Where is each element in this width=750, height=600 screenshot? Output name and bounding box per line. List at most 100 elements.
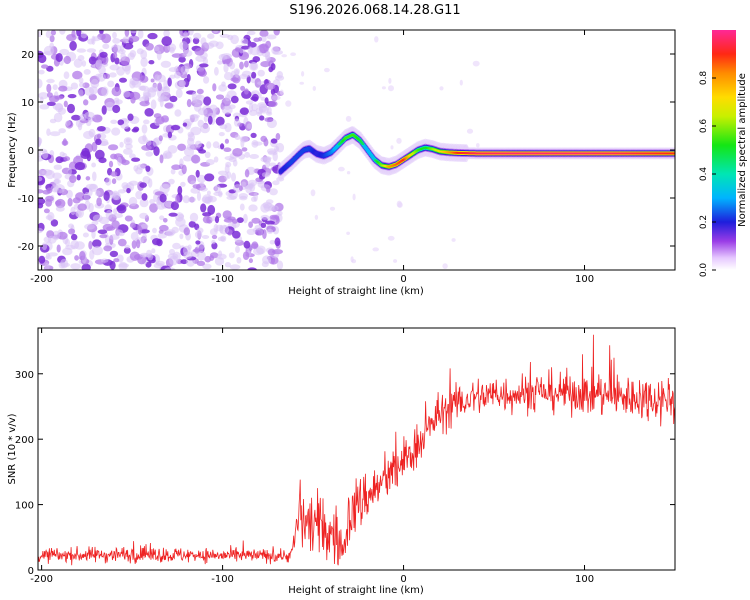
noise-blob <box>265 199 274 205</box>
noise-blob <box>204 151 211 158</box>
noise-blob <box>220 235 227 242</box>
noise-blob <box>55 206 65 212</box>
noise-blob <box>151 248 156 254</box>
noise-blob <box>41 169 53 176</box>
noise-blob <box>203 76 210 84</box>
noise-blob <box>85 183 97 190</box>
noise-blob <box>43 208 50 214</box>
noise-blob <box>49 35 55 43</box>
noise-blob <box>88 56 97 65</box>
noise-blob <box>116 66 125 76</box>
noise-blob <box>211 234 218 240</box>
noise-blob <box>179 233 184 240</box>
noise-blob <box>135 239 141 249</box>
noise-blob <box>91 162 96 168</box>
noise-blob <box>260 214 270 220</box>
noise-blob <box>85 176 91 181</box>
noise-blob <box>101 86 109 97</box>
noise-blob <box>83 69 91 75</box>
noise-blob <box>161 36 172 47</box>
noise-blob <box>110 119 118 125</box>
noise-blob <box>67 197 73 207</box>
noise-blob <box>159 193 167 203</box>
noise-blob <box>139 182 147 188</box>
noise-blob <box>46 78 55 84</box>
noise-blob <box>45 30 52 38</box>
noise-blob <box>146 139 152 146</box>
noise-blob <box>165 151 173 159</box>
noise-blob <box>196 174 206 183</box>
noise-blob <box>60 262 70 268</box>
spectrogram-x-label: Height of straight line (km) <box>288 286 424 297</box>
noise-blob <box>197 250 206 261</box>
noise-blob <box>243 213 248 224</box>
noise-blob <box>38 137 42 147</box>
noise-blob <box>251 71 257 79</box>
noise-blob <box>131 240 137 249</box>
snr-background <box>38 328 675 570</box>
noise-blob <box>170 124 181 131</box>
noise-blob <box>105 177 112 186</box>
noise-blob <box>439 86 444 91</box>
noise-blob <box>257 69 265 77</box>
noise-blob <box>206 141 212 149</box>
noise-blob <box>47 252 58 257</box>
noise-blob <box>88 240 93 250</box>
noise-blob <box>113 192 121 201</box>
noise-blob <box>89 249 95 260</box>
noise-blob <box>145 151 153 157</box>
noise-blob <box>97 126 106 132</box>
noise-blob <box>71 114 81 121</box>
noise-blob <box>45 255 52 260</box>
spectrogram-noise <box>38 30 480 270</box>
noise-blob <box>50 219 59 227</box>
noise-blob <box>262 255 272 265</box>
noise-blob <box>141 124 148 134</box>
noise-blob <box>111 127 121 136</box>
noise-blob <box>140 49 148 60</box>
noise-blob <box>179 41 189 51</box>
noise-blob <box>244 169 250 178</box>
noise-blob <box>215 41 224 50</box>
noise-blob <box>207 115 213 125</box>
noise-blob <box>47 235 57 244</box>
noise-blob <box>266 106 272 115</box>
noise-blob <box>228 252 235 259</box>
noise-blob <box>209 252 219 259</box>
noise-blob <box>195 240 201 245</box>
noise-blob <box>91 245 103 256</box>
noise-blob <box>390 145 394 150</box>
y-tick-label: 200 <box>15 435 34 446</box>
noise-blob <box>266 228 274 234</box>
noise-blob <box>279 89 284 95</box>
noise-blob <box>259 115 265 121</box>
noise-blob <box>277 210 283 216</box>
noise-blob <box>346 231 350 235</box>
noise-blob <box>86 48 97 53</box>
noise-blob <box>59 48 70 56</box>
noise-blob <box>103 245 113 252</box>
snr-frame <box>37 327 676 571</box>
noise-blob <box>44 262 50 270</box>
noise-blob <box>169 95 178 103</box>
noise-blob <box>114 57 120 65</box>
noise-blob <box>38 197 46 205</box>
noise-blob <box>239 73 248 80</box>
noise-blob <box>183 49 193 57</box>
noise-blob <box>103 191 110 201</box>
noise-blob <box>261 156 272 161</box>
noise-blob <box>112 38 121 44</box>
colorbar-tick-label: 0.0 <box>699 263 709 278</box>
noise-blob <box>78 89 84 98</box>
noise-blob <box>177 185 183 195</box>
noise-blob <box>299 81 305 85</box>
noise-blob <box>84 192 90 202</box>
noise-blob <box>285 100 292 107</box>
noise-blob <box>196 94 202 100</box>
noise-blob <box>41 64 49 69</box>
noise-blob <box>247 42 257 48</box>
noise-blob <box>97 229 108 235</box>
noise-blob <box>74 162 86 171</box>
noise-blob <box>162 184 171 189</box>
noise-blob <box>130 30 138 34</box>
